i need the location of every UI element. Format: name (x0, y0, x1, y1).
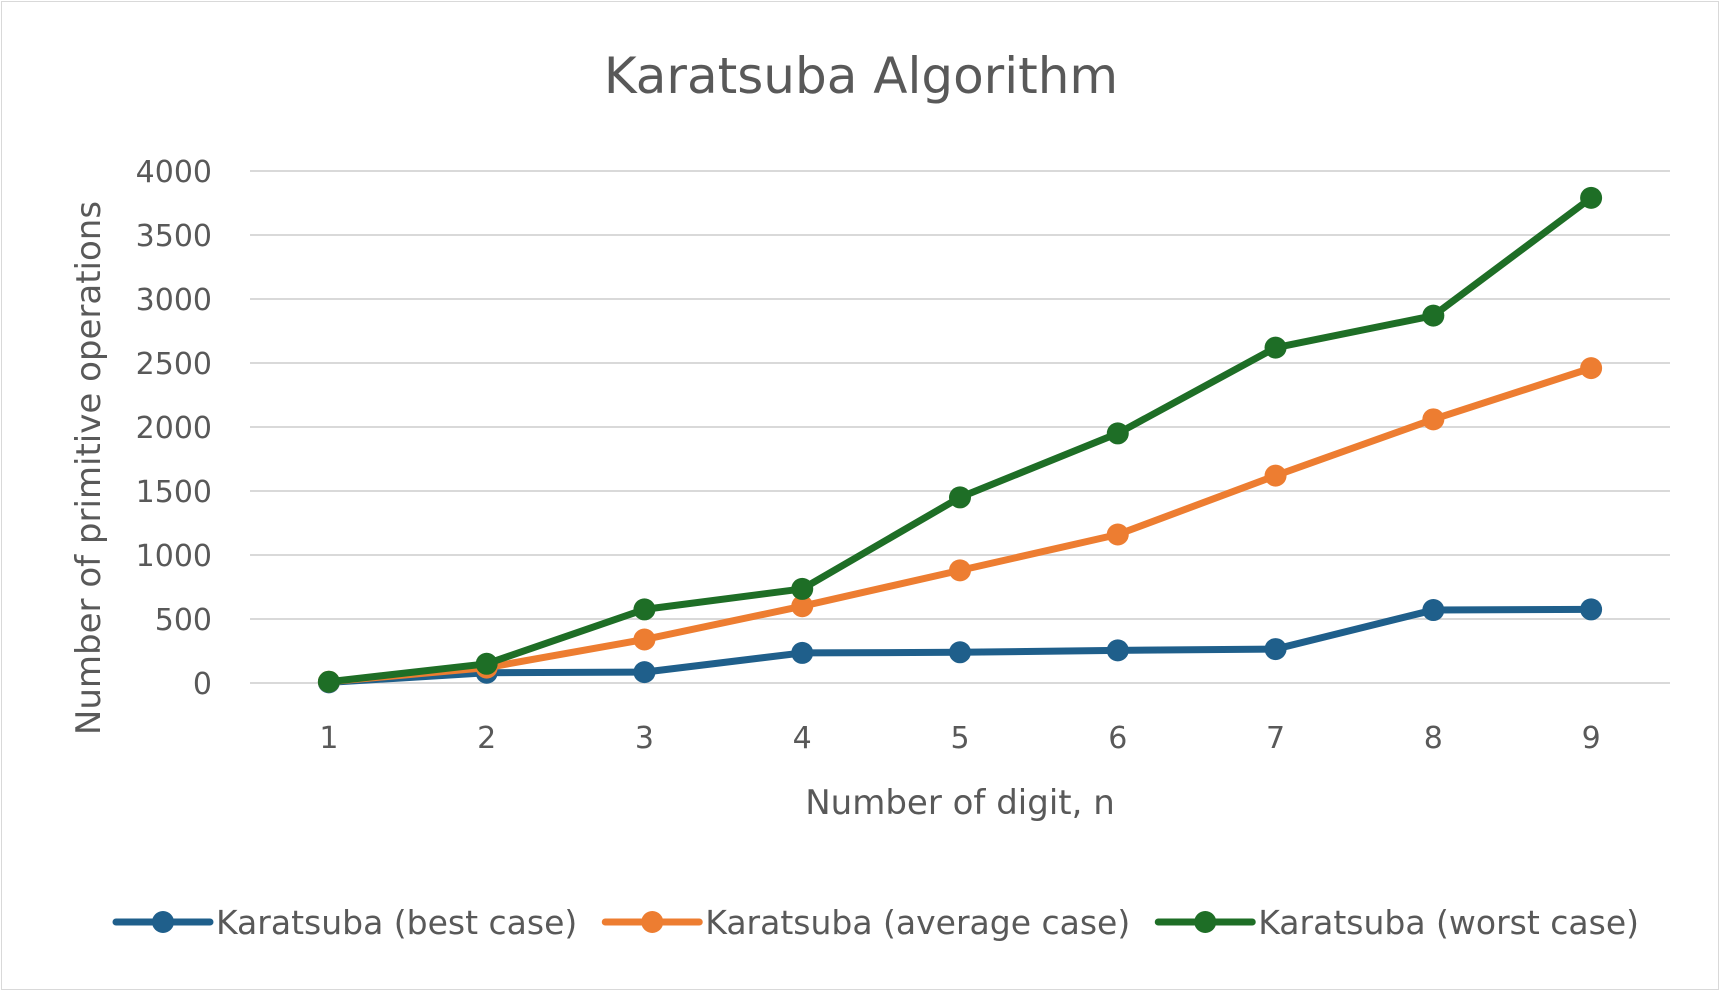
data-point (1580, 186, 1603, 209)
x-tick-label: 9 (1582, 721, 1601, 756)
data-point (1264, 464, 1287, 487)
data-point (949, 486, 971, 509)
series-line (325, 364, 1595, 686)
x-tick-label: 7 (1266, 721, 1285, 756)
data-point (1264, 638, 1287, 661)
x-tick-label: 8 (1424, 721, 1443, 756)
data-point (1106, 422, 1129, 445)
data-point (1422, 304, 1445, 327)
data-point (1422, 408, 1445, 431)
data-point (1106, 523, 1129, 546)
data-point (1580, 357, 1603, 380)
legend-marker (152, 911, 174, 933)
y-tick-label: 2500 (136, 347, 212, 382)
chart-title: Karatsuba Algorithm (604, 47, 1118, 105)
x-axis-title: Number of digit, n (805, 783, 1115, 823)
y-tick-label: 3000 (136, 283, 212, 318)
y-axis-ticks: 0 500 1000 1500 2000 2500 3000 3500 4000 (136, 155, 212, 702)
x-tick-label: 1 (319, 721, 338, 756)
data-point (633, 628, 656, 651)
data-point (475, 652, 498, 675)
data-point (633, 598, 656, 621)
legend-item: Karatsuba (best case) (112, 903, 577, 942)
x-tick-label: 2 (477, 721, 496, 756)
data-point (1264, 336, 1287, 359)
x-tick-label: 4 (793, 721, 812, 756)
y-tick-label: 0 (193, 667, 212, 702)
y-tick-label: 3500 (136, 219, 212, 254)
y-tick-label: 2000 (136, 411, 212, 446)
series-group (317, 186, 1603, 694)
data-point (791, 595, 814, 618)
data-point (791, 577, 814, 600)
legend-label: Karatsuba (average case) (705, 903, 1130, 942)
series-1 (317, 598, 1603, 694)
legend-label: Karatsuba (worst case) (1258, 903, 1639, 942)
data-point (1422, 599, 1445, 622)
data-point (1106, 639, 1129, 662)
y-tick-label: 4000 (136, 155, 212, 190)
series-line (325, 194, 1595, 686)
x-tick-label: 6 (1108, 721, 1127, 756)
data-point (633, 661, 656, 684)
series-3 (317, 186, 1603, 693)
gridlines (250, 170, 1670, 684)
data-point (791, 641, 814, 664)
legend-item: Karatsuba (worst case) (1154, 903, 1639, 942)
legend: Karatsuba (best case) Karatsuba (average … (112, 903, 1639, 942)
y-tick-label: 1500 (136, 475, 212, 510)
data-point (949, 559, 971, 582)
data-point (317, 670, 340, 693)
legend-label: Karatsuba (best case) (216, 903, 577, 942)
x-tick-label: 5 (950, 721, 969, 756)
y-axis-title: Number of primitive operations (69, 201, 109, 735)
legend-marker (1194, 911, 1217, 933)
data-point (1580, 598, 1603, 621)
x-axis-ticks: 1 2 3 4 5 6 7 8 9 (319, 721, 1600, 756)
legend-marker (641, 911, 664, 933)
y-tick-label: 1000 (136, 539, 212, 574)
data-point (949, 641, 971, 664)
x-tick-label: 3 (635, 721, 654, 756)
y-tick-label: 500 (155, 603, 212, 638)
legend-item: Karatsuba (average case) (601, 903, 1130, 942)
